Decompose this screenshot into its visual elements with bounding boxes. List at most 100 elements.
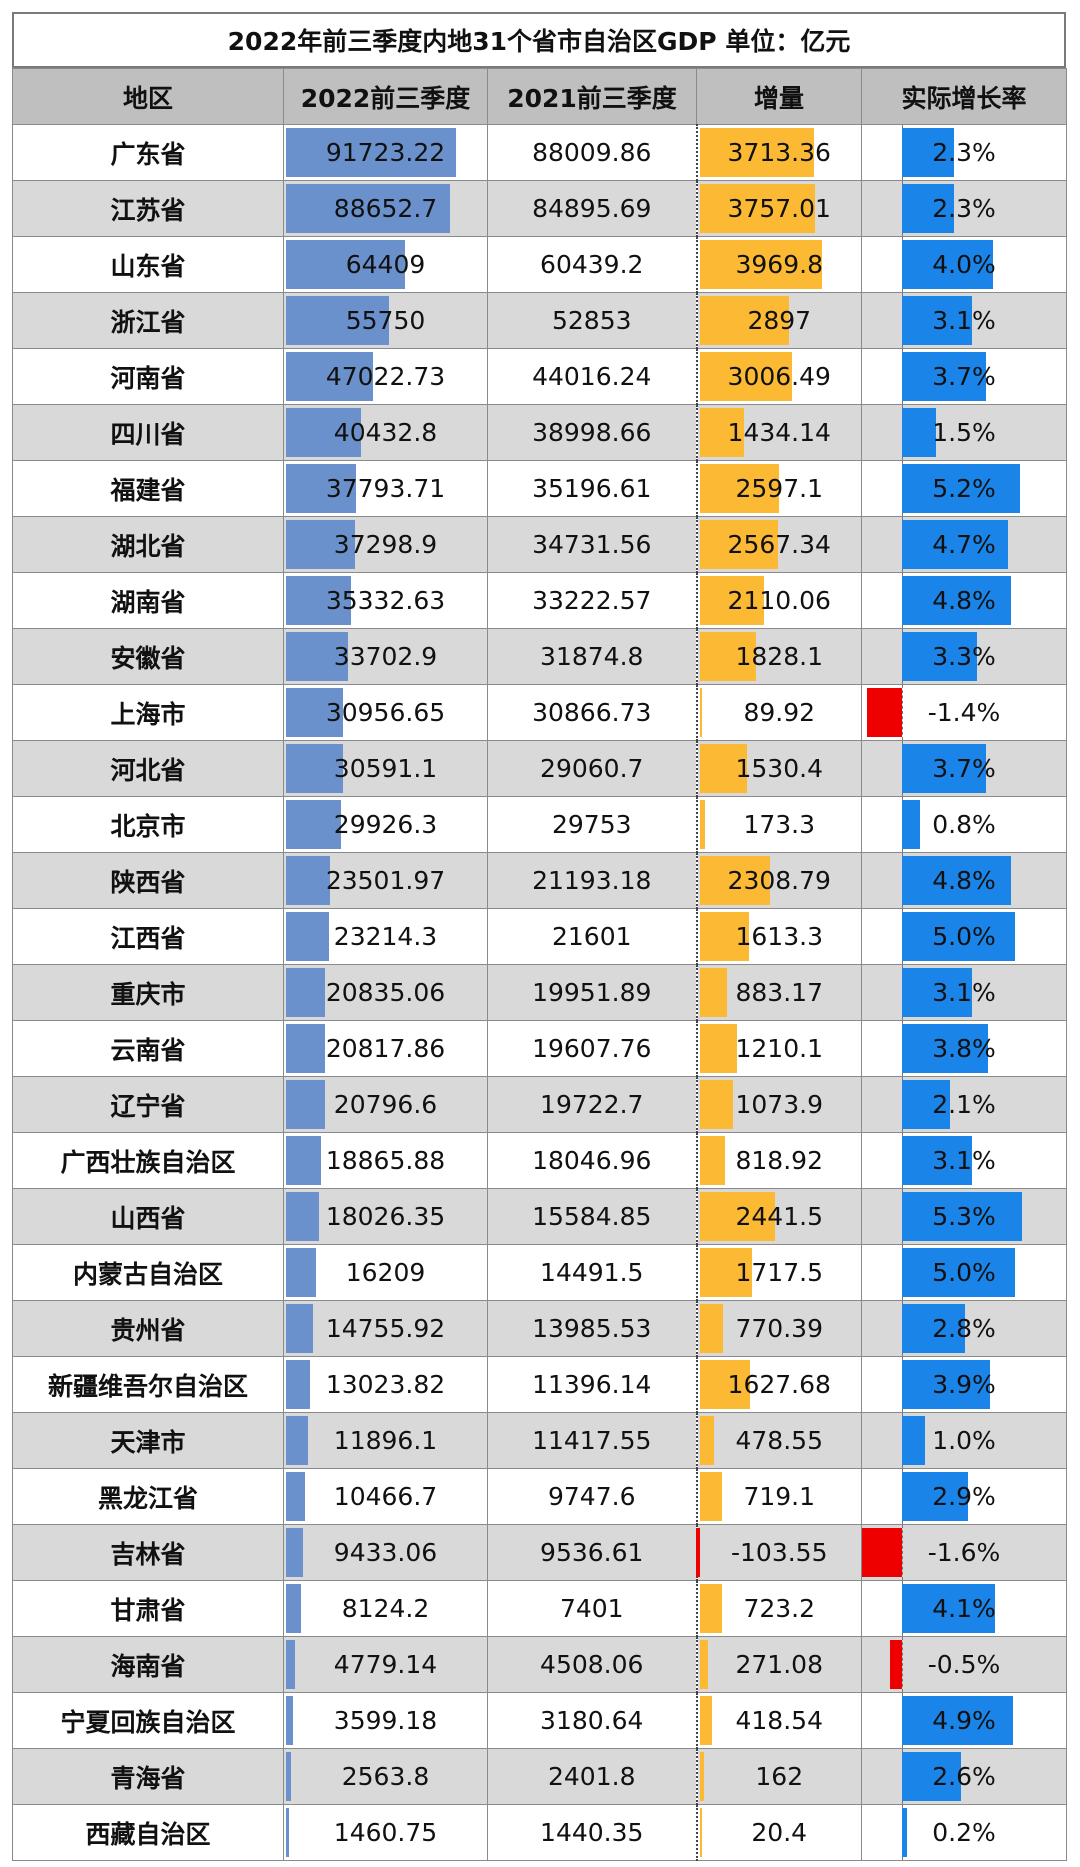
rate-bar xyxy=(902,1080,950,1129)
cell-gdp-2022: 20796.6 xyxy=(283,1076,488,1133)
gdp-2022-value: 9433.06 xyxy=(333,1538,438,1567)
cell-gdp-2021: 11396.14 xyxy=(487,1356,697,1413)
rate-bar xyxy=(902,520,1009,569)
increase-value: 89.92 xyxy=(743,698,816,727)
gdp-bar xyxy=(286,1416,309,1465)
cell-increase: 2597.1 xyxy=(695,460,862,517)
table-row: 云南省 20817.86 19607.76 1210.1 3.8% xyxy=(12,1020,1067,1077)
growth-rate-value: -1.4% xyxy=(927,698,1001,727)
cell-growth-rate: -1.4% xyxy=(861,684,1067,741)
growth-rate-value: -0.5% xyxy=(927,1650,1001,1679)
gdp-2022-value: 37298.9 xyxy=(333,530,438,559)
rate-bar xyxy=(902,128,955,177)
cell-increase: 478.55 xyxy=(695,1412,862,1469)
gdp-bar xyxy=(286,1024,325,1073)
cell-gdp-2022: 55750 xyxy=(283,292,488,349)
increase-value: 162 xyxy=(755,1762,804,1791)
increase-bar xyxy=(699,1136,725,1185)
cell-increase: 1210.1 xyxy=(695,1020,862,1077)
cell-gdp-2022: 30591.1 xyxy=(283,740,488,797)
cell-region: 宁夏回族自治区 xyxy=(12,1692,284,1749)
rate-bar xyxy=(902,1584,995,1633)
cell-gdp-2022: 11896.1 xyxy=(283,1412,488,1469)
gdp-bar xyxy=(286,296,390,345)
cell-increase: 723.2 xyxy=(695,1580,862,1637)
table-row: 辽宁省 20796.6 19722.7 1073.9 2.1% xyxy=(12,1076,1067,1133)
rate-bar xyxy=(902,184,955,233)
cell-increase: 2308.79 xyxy=(695,852,862,909)
cell-gdp-2021: 52853 xyxy=(487,292,697,349)
cell-gdp-2021: 35196.61 xyxy=(487,460,697,517)
gdp-bar xyxy=(286,1696,293,1745)
gdp-bar xyxy=(286,800,342,849)
growth-rate-value: 4.1% xyxy=(932,1594,996,1623)
cell-growth-rate: 3.1% xyxy=(861,964,1067,1021)
cell-gdp-2021: 14491.5 xyxy=(487,1244,697,1301)
cell-region: 内蒙古自治区 xyxy=(12,1244,284,1301)
rate-bar xyxy=(902,576,1011,625)
increase-bar xyxy=(699,1360,750,1409)
cell-increase: 3969.8 xyxy=(695,236,862,293)
cell-growth-rate: 3.1% xyxy=(861,1132,1067,1189)
cell-growth-rate: 4.0% xyxy=(861,236,1067,293)
header-row: 地区 2022前三季度 2021前三季度 增量 实际增长率 xyxy=(12,68,1067,125)
cell-gdp-2021: 7401 xyxy=(487,1580,697,1637)
increase-bar xyxy=(699,1024,737,1073)
growth-rate-value: 3.8% xyxy=(932,1034,996,1063)
growth-rate-value: 3.1% xyxy=(932,1146,996,1175)
increase-bar xyxy=(699,856,771,905)
growth-rate-value: 1.0% xyxy=(932,1426,996,1455)
growth-rate-value: 3.7% xyxy=(932,754,996,783)
increase-value: 719.1 xyxy=(743,1482,816,1511)
rate-negative-bar xyxy=(867,688,902,737)
cell-gdp-2022: 8124.2 xyxy=(283,1580,488,1637)
increase-bar xyxy=(699,352,792,401)
rate-bar xyxy=(902,968,973,1017)
gdp-2022-value: 91723.22 xyxy=(325,138,446,167)
cell-gdp-2022: 30956.65 xyxy=(283,684,488,741)
cell-gdp-2021: 29753 xyxy=(487,796,697,853)
increase-bar xyxy=(699,968,727,1017)
gdp-bar xyxy=(286,1472,306,1521)
rate-bar xyxy=(902,1696,1013,1745)
rate-zero-axis xyxy=(902,685,903,740)
rate-bar xyxy=(902,1192,1022,1241)
cell-growth-rate: 4.7% xyxy=(861,516,1067,573)
cell-gdp-2022: 20817.86 xyxy=(283,1020,488,1077)
increase-bar xyxy=(699,240,822,289)
table-body: 广东省 91723.22 88009.86 3713.36 2.3% 江苏省 88652.7… xyxy=(12,124,1067,1861)
header-growth-rate: 实际增长率 xyxy=(861,68,1067,125)
cell-gdp-2021: 29060.7 xyxy=(487,740,697,797)
increase-bar xyxy=(699,688,703,737)
cell-region: 辽宁省 xyxy=(12,1076,284,1133)
gdp-bar xyxy=(286,1752,291,1801)
cell-growth-rate: 1.5% xyxy=(861,404,1067,461)
gdp-2022-value: 2563.8 xyxy=(341,1762,430,1791)
increase-bar xyxy=(699,1192,775,1241)
increase-bar xyxy=(699,800,705,849)
table-row: 江西省 23214.3 21601 1613.3 5.0% xyxy=(12,908,1067,965)
cell-growth-rate: 3.1% xyxy=(861,292,1067,349)
cell-growth-rate: 2.3% xyxy=(861,180,1067,237)
cell-gdp-2021: 9536.61 xyxy=(487,1524,697,1581)
rate-negative-bar xyxy=(862,1528,902,1577)
cell-region: 重庆市 xyxy=(12,964,284,1021)
increase-value: 818.92 xyxy=(735,1146,823,1175)
gdp-2022-value: 14755.92 xyxy=(325,1314,446,1343)
cell-gdp-2022: 18026.35 xyxy=(283,1188,488,1245)
growth-rate-value: 0.8% xyxy=(932,810,996,839)
gdp-bar xyxy=(286,1360,311,1409)
cell-region: 浙江省 xyxy=(12,292,284,349)
chart-title: 2022年前三季度内地31个省市自治区GDP 单位：亿元 xyxy=(12,12,1066,68)
cell-growth-rate: 5.0% xyxy=(861,1244,1067,1301)
cell-increase: 1434.14 xyxy=(695,404,862,461)
gdp-bar xyxy=(286,1080,325,1129)
increase-bar xyxy=(699,1752,705,1801)
table-row: 海南省 4779.14 4508.06 271.08 -0.5% xyxy=(12,1636,1067,1693)
gdp-2022-value: 29926.3 xyxy=(333,810,438,839)
cell-gdp-2021: 33222.57 xyxy=(487,572,697,629)
cell-region: 海南省 xyxy=(12,1636,284,1693)
increase-value: 1530.4 xyxy=(735,754,823,783)
increase-value: 1210.1 xyxy=(735,1034,823,1063)
cell-increase: 770.39 xyxy=(695,1300,862,1357)
